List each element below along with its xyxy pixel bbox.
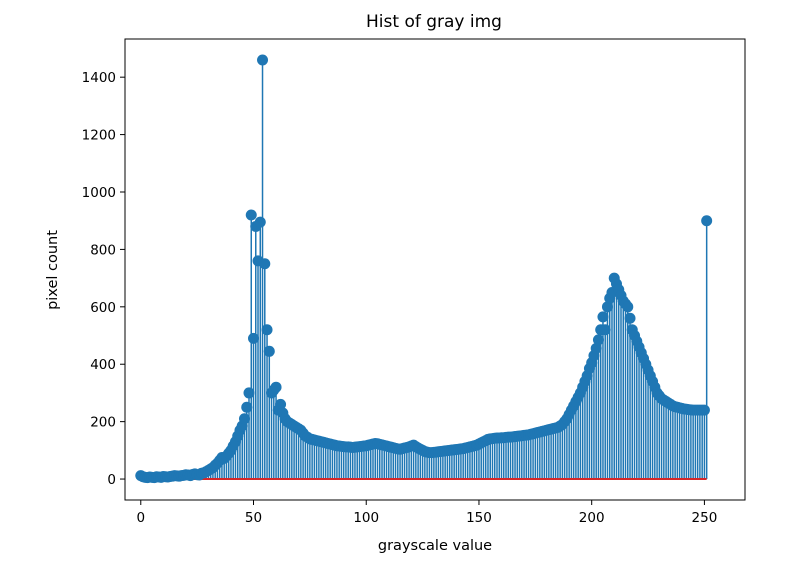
y-tick-label: 200 (90, 415, 116, 431)
y-tick-label: 400 (90, 357, 116, 373)
stem-marker (601, 301, 613, 313)
stem-marker (624, 312, 636, 324)
stem-marker (270, 381, 282, 393)
y-axis-label: pixel count (45, 230, 61, 310)
x-tick-label: 250 (692, 510, 718, 526)
x-axis-label: grayscale value (378, 538, 492, 554)
x-axis-ticks: 0 50 100 150 200 250 (136, 500, 717, 526)
x-tick-label: 0 (136, 510, 145, 526)
stem-marker (592, 334, 604, 346)
stem-marker (275, 398, 287, 410)
y-tick-label: 1200 (82, 128, 116, 144)
x-tick-label: 200 (579, 510, 605, 526)
y-axis-ticks: 0 200 400 600 800 1000 1200 1400 (82, 70, 125, 488)
stem-marker (261, 324, 273, 336)
y-tick-label: 0 (107, 472, 116, 488)
chart-title: Hist of gray img (366, 12, 502, 32)
stem-marker (238, 413, 250, 425)
stem-marker (248, 332, 260, 344)
stem-marker (243, 387, 255, 399)
stem-marker (245, 209, 257, 221)
stem-marker (622, 301, 634, 313)
y-tick-label: 800 (90, 242, 116, 258)
stem-marker (698, 404, 710, 416)
stem-marker (263, 345, 275, 357)
stem-marker (701, 215, 713, 227)
stem-marker (254, 216, 266, 228)
plot-frame (124, 38, 746, 501)
y-tick-label: 600 (90, 300, 116, 316)
stem-marker (257, 54, 269, 66)
stem-marker (599, 324, 611, 336)
x-tick-label: 150 (466, 510, 492, 526)
plot-area (135, 54, 713, 484)
x-tick-label: 50 (245, 510, 262, 526)
stem-marker (259, 258, 271, 270)
stem-marker (590, 342, 602, 354)
stem-marker (597, 311, 609, 323)
y-tick-label: 1000 (82, 185, 116, 201)
y-tick-label: 1400 (82, 70, 116, 86)
stem-marker (241, 401, 253, 413)
x-tick-label: 100 (353, 510, 379, 526)
